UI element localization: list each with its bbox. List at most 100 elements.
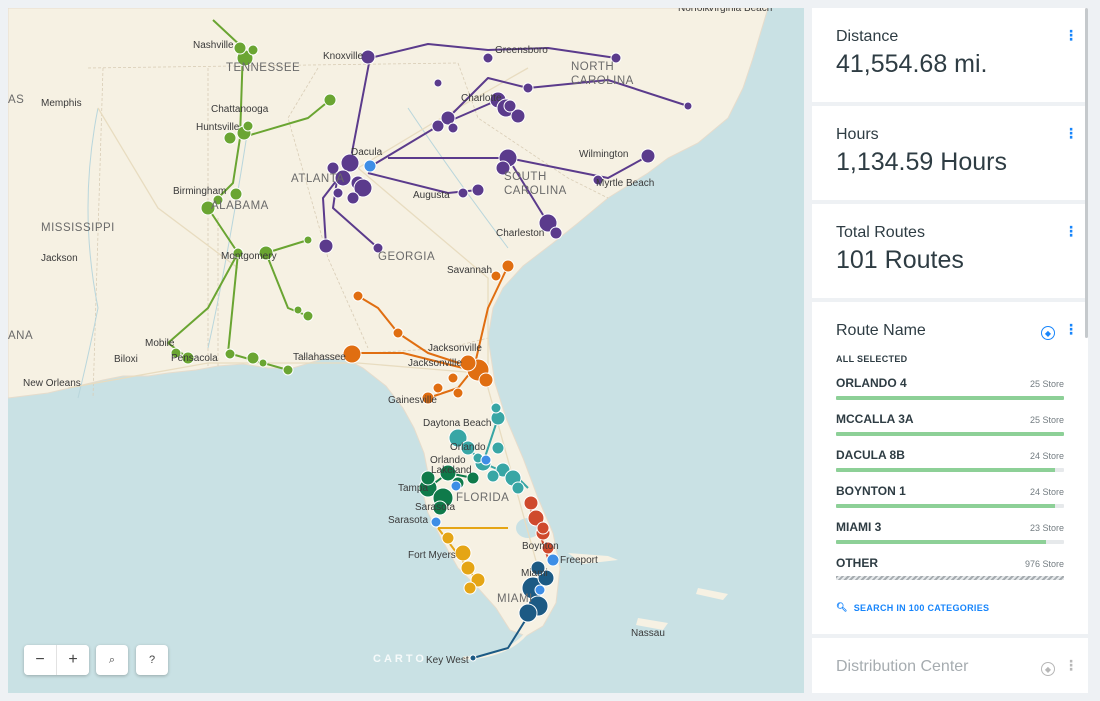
- distance-menu-icon[interactable]: ⋮: [1064, 27, 1078, 43]
- help-button[interactable]: ?: [136, 645, 168, 675]
- store-marker[interactable]: [538, 213, 558, 233]
- distribution-center-menu-icon[interactable]: ⋮: [1064, 657, 1078, 673]
- store-marker[interactable]: [510, 108, 526, 124]
- store-marker[interactable]: [421, 391, 435, 405]
- map-search-button[interactable]: ⌕: [96, 645, 128, 675]
- store-marker[interactable]: [432, 382, 444, 394]
- store-marker[interactable]: [610, 52, 622, 64]
- carto-attribution[interactable]: CARTO: [373, 653, 427, 665]
- store-marker[interactable]: [346, 191, 360, 205]
- store-marker[interactable]: [447, 122, 459, 134]
- store-marker[interactable]: [530, 560, 546, 576]
- store-marker[interactable]: [352, 290, 364, 302]
- distribution-center-marker[interactable]: [430, 516, 442, 528]
- distribution-center-marker[interactable]: [363, 159, 377, 173]
- store-marker[interactable]: [448, 428, 468, 448]
- store-marker[interactable]: [431, 119, 445, 133]
- store-marker[interactable]: [392, 327, 404, 339]
- store-marker[interactable]: [549, 226, 563, 240]
- store-marker[interactable]: [326, 161, 340, 175]
- store-marker[interactable]: [440, 110, 456, 126]
- store-marker[interactable]: [460, 440, 476, 456]
- store-marker[interactable]: [258, 245, 274, 261]
- store-marker[interactable]: [495, 160, 511, 176]
- store-marker[interactable]: [447, 372, 459, 384]
- store-marker[interactable]: [486, 469, 500, 483]
- store-marker[interactable]: [503, 99, 517, 113]
- store-marker[interactable]: [471, 183, 485, 197]
- store-marker[interactable]: [459, 354, 477, 372]
- store-marker[interactable]: [258, 358, 268, 368]
- store-marker[interactable]: [303, 235, 313, 245]
- total-routes-menu-icon[interactable]: ⋮: [1064, 223, 1078, 239]
- store-marker[interactable]: [491, 441, 505, 455]
- panel-scrollbar[interactable]: [1085, 8, 1088, 338]
- store-marker[interactable]: [372, 242, 384, 254]
- category-row[interactable]: MIAMI 3 23 Store: [836, 520, 1064, 544]
- store-marker[interactable]: [246, 351, 260, 365]
- store-marker[interactable]: [360, 49, 376, 65]
- distribution-center-marker[interactable]: [480, 454, 492, 466]
- distribution-center-marker[interactable]: [546, 553, 560, 567]
- store-marker[interactable]: [342, 344, 362, 364]
- store-marker[interactable]: [224, 348, 236, 360]
- store-marker[interactable]: [293, 305, 303, 315]
- store-marker[interactable]: [247, 44, 259, 56]
- store-marker[interactable]: [518, 603, 538, 623]
- store-marker[interactable]: [452, 387, 464, 399]
- store-marker[interactable]: [541, 541, 555, 555]
- store-marker[interactable]: [466, 471, 480, 485]
- store-marker[interactable]: [332, 187, 344, 199]
- map-view[interactable]: Norfolk Virginia Beach Nashville TENNESSEE K…: [8, 8, 804, 693]
- category-row[interactable]: DACULA 8B 24 Store: [836, 448, 1064, 472]
- store-marker[interactable]: [302, 310, 314, 322]
- store-marker[interactable]: [432, 500, 448, 516]
- store-marker[interactable]: [501, 259, 515, 273]
- category-row[interactable]: BOYNTON 1 24 Store: [836, 484, 1064, 508]
- search-categories-link[interactable]: 🔍︎ SEARCH IN 100 CATEGORIES: [836, 602, 1064, 613]
- store-marker[interactable]: [318, 238, 334, 254]
- store-marker[interactable]: [490, 402, 502, 414]
- store-marker[interactable]: [242, 120, 254, 132]
- store-marker[interactable]: [523, 495, 539, 511]
- store-marker[interactable]: [683, 101, 693, 111]
- zoom-in-button[interactable]: +: [57, 645, 89, 675]
- store-marker[interactable]: [441, 531, 455, 545]
- store-marker[interactable]: [223, 131, 237, 145]
- store-marker[interactable]: [536, 521, 550, 535]
- distribution-center-marker[interactable]: [534, 584, 546, 596]
- store-marker[interactable]: [433, 78, 443, 88]
- store-marker[interactable]: [460, 560, 476, 576]
- category-row[interactable]: ORLANDO 4 25 Store: [836, 376, 1064, 400]
- store-marker[interactable]: [522, 82, 534, 94]
- color-by-icon[interactable]: ◆: [1041, 662, 1055, 676]
- store-marker[interactable]: [181, 351, 195, 365]
- store-marker[interactable]: [527, 509, 545, 527]
- store-marker[interactable]: [334, 169, 352, 187]
- store-marker[interactable]: [170, 347, 182, 359]
- store-marker[interactable]: [592, 174, 604, 186]
- hours-menu-icon[interactable]: ⋮: [1064, 125, 1078, 141]
- zoom-out-button[interactable]: −: [24, 645, 57, 675]
- store-marker[interactable]: [323, 93, 337, 107]
- store-marker[interactable]: [490, 270, 502, 282]
- store-marker[interactable]: [469, 654, 477, 662]
- store-marker[interactable]: [282, 364, 294, 376]
- store-marker[interactable]: [200, 200, 216, 216]
- store-marker[interactable]: [212, 194, 224, 206]
- store-marker[interactable]: [340, 153, 360, 173]
- route-name-menu-icon[interactable]: ⋮: [1064, 321, 1078, 337]
- store-marker[interactable]: [463, 581, 477, 595]
- category-row-other[interactable]: OTHER 976 Store: [836, 556, 1064, 580]
- store-marker[interactable]: [229, 187, 243, 201]
- store-marker[interactable]: [232, 247, 244, 259]
- color-by-icon[interactable]: ◆: [1041, 326, 1055, 340]
- store-marker[interactable]: [457, 187, 469, 199]
- store-marker[interactable]: [511, 481, 525, 495]
- category-row[interactable]: MCCALLA 3A 25 Store: [836, 412, 1064, 436]
- store-marker[interactable]: [439, 464, 457, 482]
- store-marker[interactable]: [482, 52, 494, 64]
- distribution-center-marker[interactable]: [450, 480, 462, 492]
- store-marker[interactable]: [420, 470, 436, 486]
- store-marker[interactable]: [353, 178, 373, 198]
